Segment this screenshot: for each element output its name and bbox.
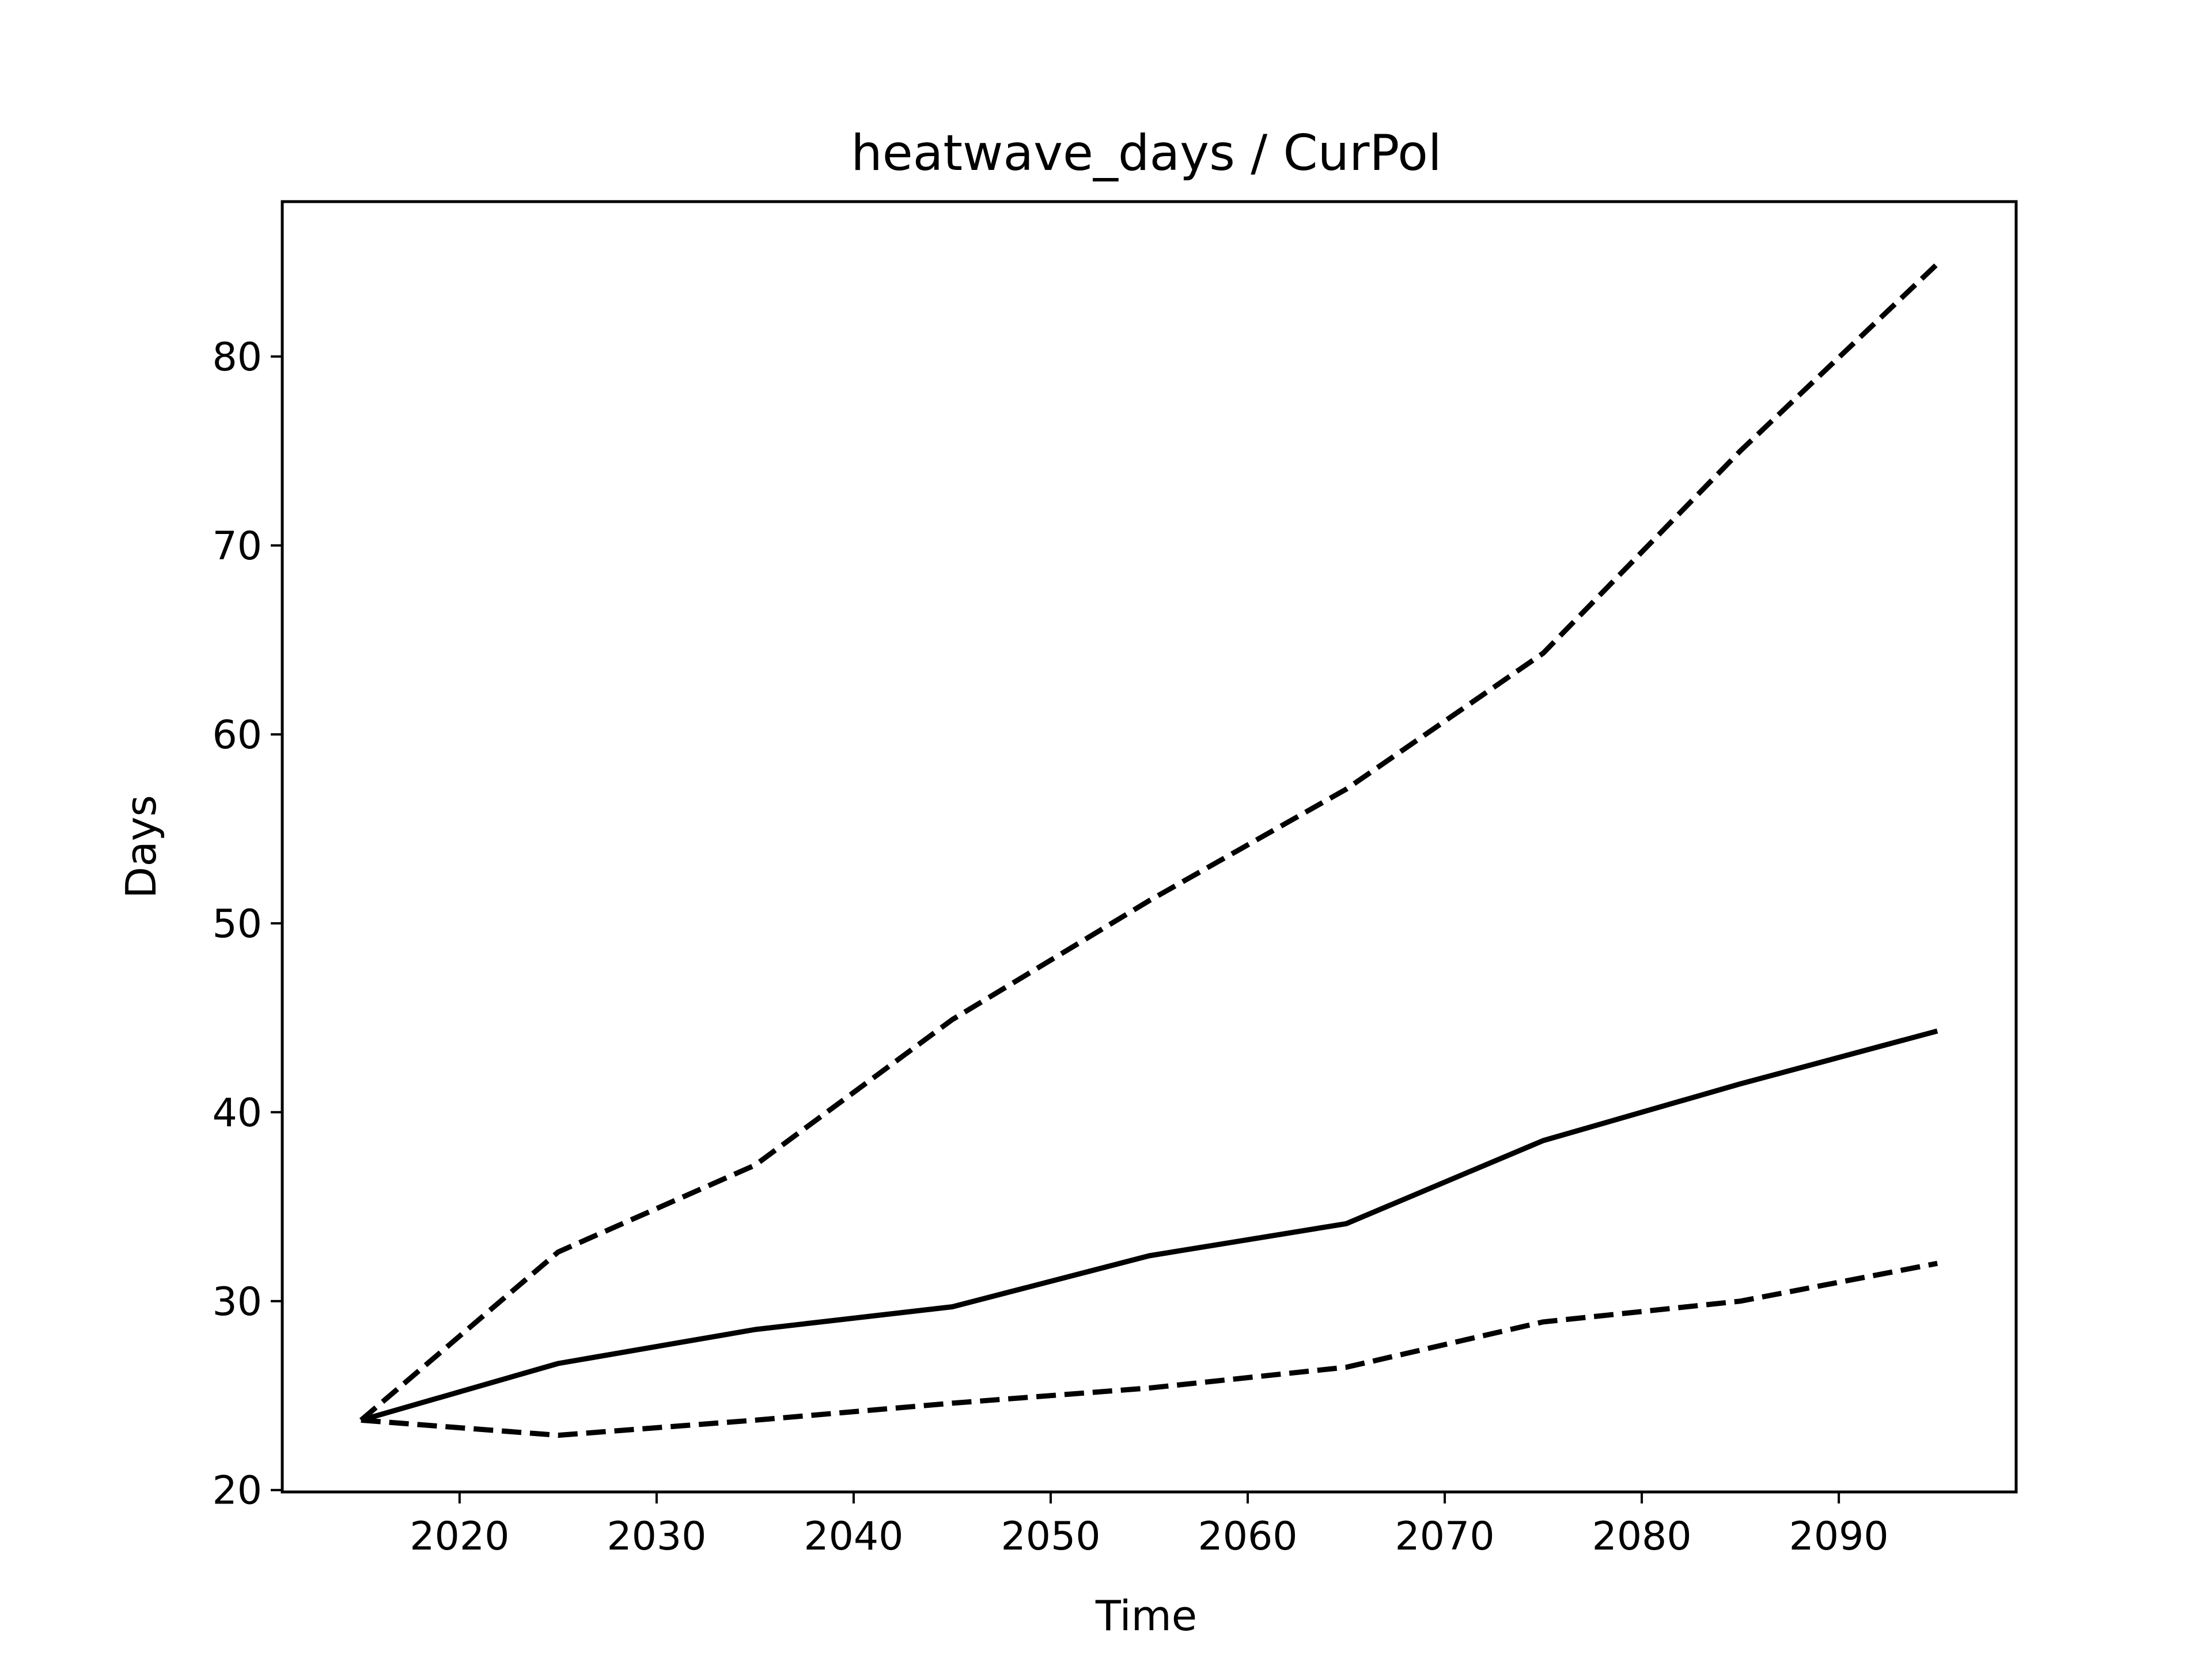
- series-line-2: [359, 262, 1940, 1422]
- x-tick-label: 2020: [410, 1514, 509, 1559]
- x-tick-label: 2070: [1395, 1514, 1495, 1559]
- x-tick-label: 2030: [607, 1514, 706, 1559]
- y-tick-label: 50: [212, 902, 262, 947]
- y-tick-label: 30: [212, 1279, 262, 1325]
- x-tick-label: 2050: [1001, 1514, 1100, 1559]
- x-axis: 2020 2030 2040 2050 2060 2070 2080 2090: [410, 1492, 1889, 1559]
- y-tick-label: 80: [212, 335, 262, 380]
- y-tick-label: 70: [212, 524, 262, 569]
- x-tick-label: 2090: [1789, 1514, 1889, 1559]
- x-tick-label: 2060: [1198, 1514, 1297, 1559]
- chart-title: heatwave_days / CurPol: [851, 124, 1442, 182]
- y-tick-label: 60: [212, 713, 262, 758]
- x-tick-label: 2040: [804, 1514, 903, 1559]
- y-axis: 20 30 40 50 60 70 80: [212, 335, 282, 1514]
- plot-frame: [281, 200, 2018, 1494]
- y-tick-label: 20: [212, 1468, 262, 1514]
- series-line-1: [360, 1028, 1938, 1423]
- x-tick-label: 2080: [1592, 1514, 1692, 1559]
- x-axis-label: Time: [1095, 1592, 1197, 1640]
- y-axis-label: Days: [117, 795, 165, 899]
- y-tick-label: 40: [212, 1090, 262, 1136]
- series-layer: [359, 262, 1940, 1438]
- series-line-3: [361, 1260, 1938, 1438]
